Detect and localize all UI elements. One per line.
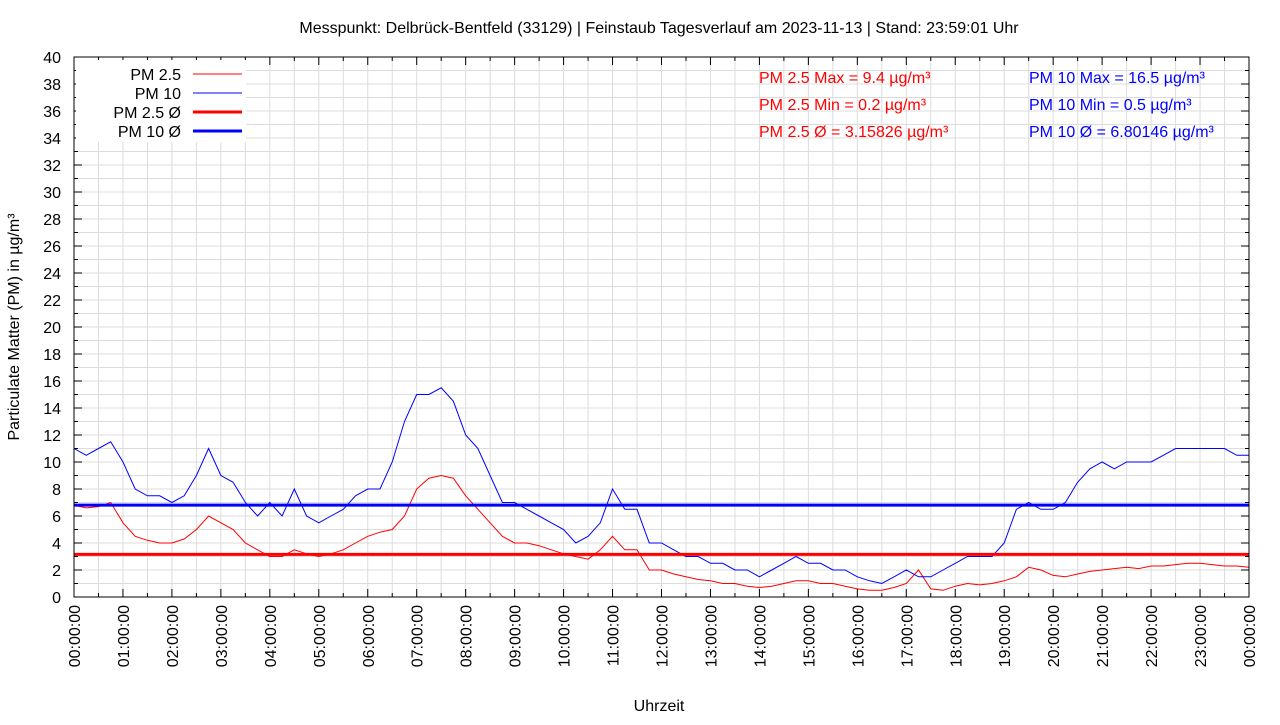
y-tick-label: 26 <box>43 239 61 256</box>
y-tick-label: 36 <box>43 104 61 121</box>
y-tick-label: 16 <box>43 374 61 391</box>
legend-label: PM 2.5 <box>130 67 181 84</box>
y-tick-label: 28 <box>43 212 61 229</box>
x-tick-label: 06:00:00 <box>361 605 378 667</box>
y-tick-label: 12 <box>43 428 61 445</box>
x-tick-label: 04:00:00 <box>263 605 280 667</box>
legend-label: PM 10 <box>135 86 181 103</box>
x-tick-label: 21:00:00 <box>1095 605 1112 667</box>
series-line-pm-2-5 <box>73 474 1250 591</box>
y-tick-label: 2 <box>52 563 61 580</box>
x-tick-label: 18:00:00 <box>948 605 965 667</box>
pm10-stat: PM 10 Max = 16.5 µg/m³ <box>1029 70 1206 87</box>
pm25-stat: PM 2.5 Ø = 3.15826 µg/m³ <box>759 124 949 141</box>
y-axis-label: Particulate Matter (PM) in µg/m³ <box>6 213 23 441</box>
series-layer <box>73 387 1250 591</box>
x-tick-label: 03:00:00 <box>214 605 231 667</box>
x-tick-label: 14:00:00 <box>752 605 769 667</box>
series-line-pm-10 <box>73 387 1249 585</box>
y-tick-label: 14 <box>43 401 61 418</box>
x-tick-label: 00:00:00 <box>1242 605 1259 667</box>
pm25-stat: PM 2.5 Min = 0.2 µg/m³ <box>759 97 927 114</box>
x-tick-label: 08:00:00 <box>459 605 476 667</box>
x-tick-label: 13:00:00 <box>703 605 720 667</box>
x-tick-label: 19:00:00 <box>997 605 1014 667</box>
y-tick-label: 0 <box>52 590 61 607</box>
y-tick-label: 8 <box>52 482 61 499</box>
y-tick-label: 6 <box>52 509 61 526</box>
x-tick-label: 23:00:00 <box>1193 605 1210 667</box>
x-tick-label: 00:00:00 <box>67 605 84 667</box>
pm10-stat: PM 10 Min = 0.5 µg/m³ <box>1029 97 1192 114</box>
x-tick-label: 01:00:00 <box>116 605 133 667</box>
y-tick-label: 40 <box>43 50 61 67</box>
chart-title: Messpunkt: Delbrück-Bentfeld (33129) | F… <box>299 20 1019 37</box>
x-axis-label: Uhrzeit <box>634 698 685 715</box>
legend: PM 2.5 PM 10 PM 2.5 Ø PM 10 Ø <box>76 60 246 142</box>
legend-label: PM 10 Ø <box>118 124 181 141</box>
x-tick-label: 09:00:00 <box>508 605 525 667</box>
x-tick-label: 02:00:00 <box>165 605 182 667</box>
y-tick-label: 32 <box>43 158 61 175</box>
annotations: PM 2.5 Max = 9.4 µg/m³ PM 2.5 Min = 0.2 µ… <box>759 70 1215 141</box>
y-tick-label: 22 <box>43 293 61 310</box>
y-tick-label: 10 <box>43 455 61 472</box>
y-tick-label: 38 <box>43 77 61 94</box>
y-tick-label: 20 <box>43 320 61 337</box>
x-tick-label: 16:00:00 <box>850 605 867 667</box>
y-tick-label: 24 <box>43 266 61 283</box>
y-tick-label: 18 <box>43 347 61 364</box>
x-tick-label: 07:00:00 <box>410 605 427 667</box>
y-tick-label: 34 <box>43 131 61 148</box>
legend-label: PM 2.5 Ø <box>113 105 181 122</box>
pm10-stat: PM 10 Ø = 6.80146 µg/m³ <box>1029 124 1215 141</box>
x-tick-label: 12:00:00 <box>655 605 672 667</box>
x-tick-label: 22:00:00 <box>1144 605 1161 667</box>
x-tick-label: 15:00:00 <box>801 605 818 667</box>
y-tick-label: 30 <box>43 185 61 202</box>
x-tick-label: 05:00:00 <box>312 605 329 667</box>
pm25-stat: PM 2.5 Max = 9.4 µg/m³ <box>759 70 931 87</box>
grid <box>74 57 1249 597</box>
y-tick-label: 4 <box>52 536 61 553</box>
axes: 024681012141618202224262830323436384000:… <box>43 50 1259 667</box>
x-tick-label: 10:00:00 <box>557 605 574 667</box>
x-tick-label: 20:00:00 <box>1046 605 1063 667</box>
x-tick-label: 11:00:00 <box>606 605 623 666</box>
x-tick-label: 17:00:00 <box>899 605 916 667</box>
